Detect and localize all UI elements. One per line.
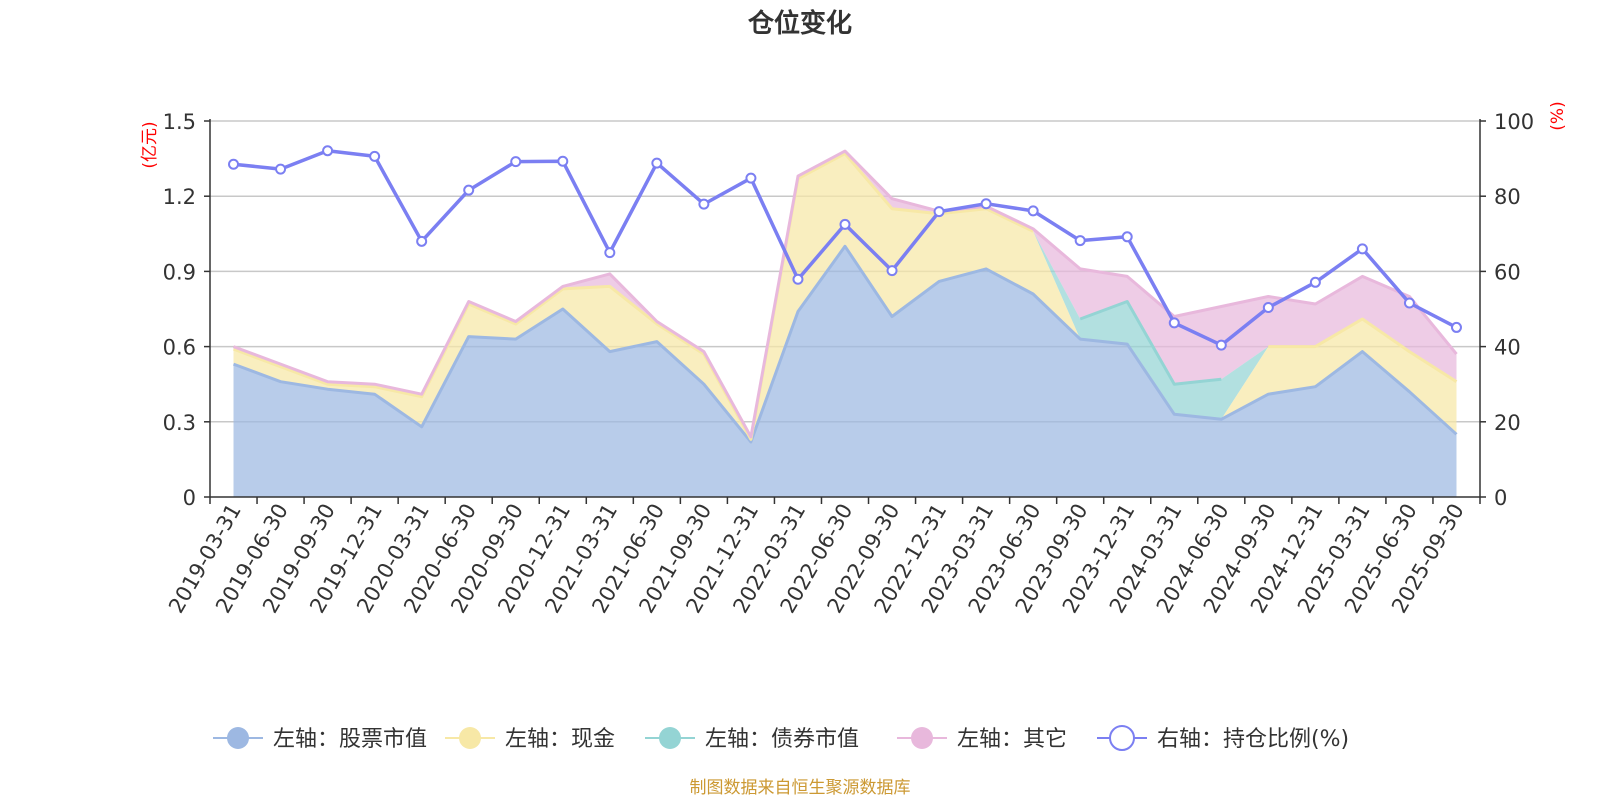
right-tick-label: 20 <box>1494 411 1521 435</box>
ratio-point <box>839 218 851 230</box>
ratio-point <box>1074 235 1086 247</box>
ratio-point <box>933 206 945 218</box>
ratio-point <box>228 158 240 170</box>
ratio-point <box>651 157 663 169</box>
legend-item[interactable]: 左轴：其它 <box>897 727 1067 752</box>
legend-item[interactable]: 左轴：股票市值 <box>213 727 427 752</box>
right-tick-label: 0 <box>1494 486 1507 510</box>
right-tick-label: 80 <box>1494 185 1521 209</box>
legend-marker <box>1109 725 1135 751</box>
legend-item[interactable]: 右轴：持仓比例(%) <box>1097 725 1349 752</box>
legend-marker <box>911 727 933 749</box>
ratio-point <box>369 150 381 162</box>
legend-item[interactable]: 左轴：现金 <box>445 727 615 752</box>
left-tick-label: 0.6 <box>163 336 196 360</box>
area-左轴：现金 <box>233 153 1457 442</box>
area-line-左轴：债券市值 <box>1079 300 1222 386</box>
right-tick-label: 60 <box>1494 260 1521 284</box>
left-tick-label: 0.3 <box>163 411 196 435</box>
ratio-point <box>1356 243 1368 255</box>
legend-label: 左轴：现金 <box>505 727 615 752</box>
legend[interactable]: 左轴：股票市值 左轴：现金 左轴：债券市值 左轴：其它 右轴：持仓比例(%) <box>213 725 1349 752</box>
ratio-point <box>886 265 898 277</box>
ratio-point <box>1121 231 1133 243</box>
source-note: 制图数据来自恒生聚源数据库 <box>690 778 911 798</box>
legend-item[interactable]: 左轴：债券市值 <box>645 727 859 752</box>
ratio-point <box>745 172 757 184</box>
legend-label: 左轴：股票市值 <box>273 727 427 752</box>
legend-label: 左轴：其它 <box>957 727 1067 752</box>
chart-title: 仓位变化 <box>747 8 852 39</box>
ratio-point <box>1168 317 1180 329</box>
ratio-point <box>1215 339 1227 351</box>
stacked-areas <box>232 149 1458 497</box>
left-tick-label: 1.5 <box>163 110 196 134</box>
legend-marker <box>659 727 681 749</box>
right-tick-label: 100 <box>1494 110 1534 134</box>
ratio-point <box>698 198 710 210</box>
ratio-point <box>604 247 616 259</box>
legend-label: 左轴：债券市值 <box>705 727 859 752</box>
ratio-point <box>416 235 428 247</box>
ratio-line <box>228 145 1462 351</box>
ratio-point <box>1403 297 1415 309</box>
ratio-point <box>322 145 334 157</box>
left-tick-label: 1.2 <box>163 185 196 209</box>
legend-label: 右轴：持仓比例(%) <box>1157 727 1349 752</box>
ratio-point <box>463 184 475 196</box>
area-line-左轴：其它 <box>232 149 1458 439</box>
right-tick-label: 40 <box>1494 336 1521 360</box>
ratio-point <box>1027 205 1039 217</box>
area-左轴：债券市值 <box>233 153 1457 440</box>
left-tick-label: 0.9 <box>163 260 196 284</box>
ratio-point <box>510 156 522 168</box>
ratio-point <box>792 273 804 285</box>
ratio-point <box>1262 301 1274 313</box>
ratio-point <box>275 163 287 175</box>
legend-marker <box>459 727 481 749</box>
left-axis-unit: (亿元) <box>140 121 160 168</box>
ratio-point <box>980 198 992 210</box>
left-tick-label: 0 <box>183 486 196 510</box>
right-axis-unit: (%) <box>1548 101 1568 130</box>
ratio-point <box>1450 321 1462 333</box>
ratio-point <box>557 155 569 167</box>
area-line-左轴：现金 <box>232 152 1458 441</box>
ratio-point <box>1309 276 1321 288</box>
area-左轴：股票市值 <box>233 246 1457 497</box>
area-line-左轴：股票市值 <box>232 244 1458 444</box>
legend-marker <box>227 727 249 749</box>
